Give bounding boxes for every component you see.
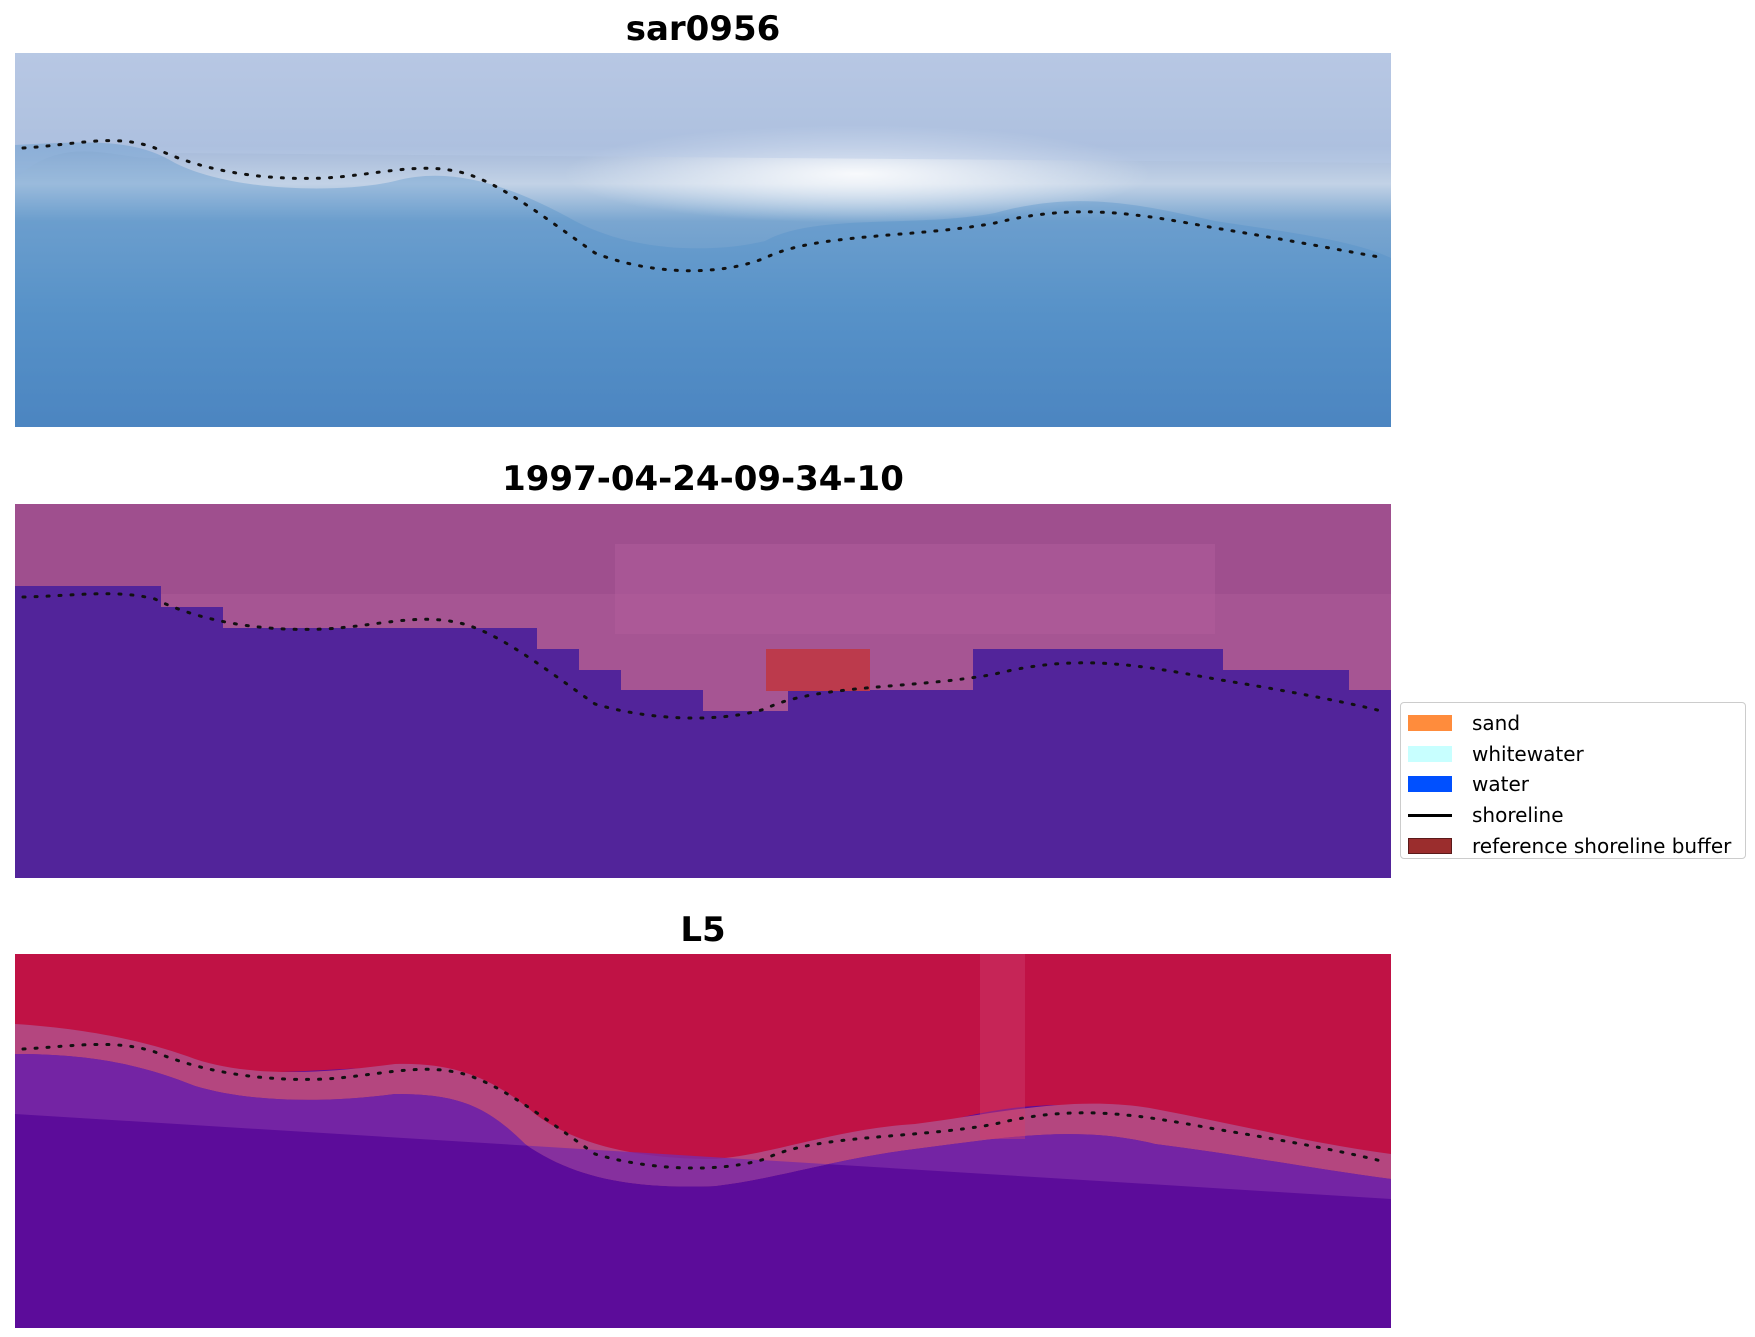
legend-label: sand [1472, 711, 1521, 736]
rgb-image-panel [15, 53, 1391, 427]
satellite-panel [15, 954, 1391, 1328]
shoreline-line-swatch [1408, 807, 1452, 823]
legend-label: reference shoreline buffer [1472, 833, 1732, 858]
legend-item-shoreline: shoreline [1408, 800, 1745, 831]
reference-buffer-swatch [1408, 837, 1452, 854]
classification-panel [15, 504, 1391, 878]
legend: sand whitewater water shoreline referenc… [1400, 702, 1746, 859]
whitewater-swatch [1408, 745, 1452, 762]
legend-item-water: water [1408, 769, 1745, 800]
legend-item-reference-shoreline-buffer: reference shoreline buffer [1408, 830, 1745, 861]
legend-item-sand: sand [1408, 708, 1745, 739]
legend-label: water [1472, 772, 1529, 797]
panel-title-classification: 1997-04-24-09-34-10 [502, 459, 904, 499]
legend-item-whitewater: whitewater [1408, 739, 1745, 770]
panel-title-rgb: sar0956 [625, 9, 781, 49]
sand-swatch [1408, 715, 1452, 732]
panel-title-satellite: L5 [680, 910, 726, 950]
legend-label: whitewater [1472, 741, 1584, 766]
legend-label: shoreline [1472, 803, 1564, 828]
satellite-image [15, 954, 1391, 1328]
water-swatch [1408, 776, 1452, 793]
rgb-image [15, 53, 1391, 427]
classification-image [15, 504, 1391, 878]
